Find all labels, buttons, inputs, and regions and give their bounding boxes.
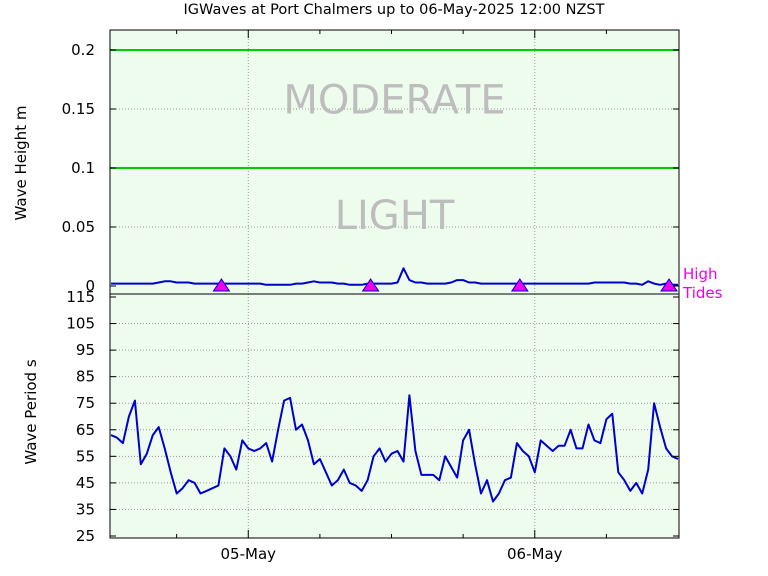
period-y-tick-label: 65 <box>76 421 95 439</box>
height-y-tick-label: 0.2 <box>71 41 95 59</box>
period-y-tick-label: 55 <box>76 447 95 465</box>
x-axis: 05-May 06-May <box>176 30 607 563</box>
high-tide-marker <box>212 278 231 292</box>
y-axis-height: 0 0.05 0.1 0.15 0.2 <box>62 41 679 295</box>
period-y-tick-label: 45 <box>76 474 95 492</box>
threshold-lines <box>110 49 679 169</box>
high-tide-markers <box>212 278 678 292</box>
chart-title: IGWaves at Port Chalmers up to 06-May-20… <box>184 2 605 18</box>
period-y-tick-label: 35 <box>76 500 95 518</box>
high-tide-marker <box>660 278 678 292</box>
zone-label-moderate: MODERATE <box>283 78 505 124</box>
y-axis-label-height: Wave Height m <box>12 106 30 221</box>
high-tides-label-line2: Tides <box>682 284 723 302</box>
height-y-tick-label: 0.1 <box>71 159 95 177</box>
height-y-tick-label: 0.05 <box>62 218 95 236</box>
plot-frame <box>109 29 680 539</box>
high-tides-label-line1: High <box>683 265 717 283</box>
height-y-tick-label: 0.15 <box>62 100 95 118</box>
wave-period-line <box>110 394 679 503</box>
wave-height-line <box>111 267 678 286</box>
high-tide-marker <box>510 278 529 292</box>
period-y-tick-label: 95 <box>76 341 95 359</box>
y-axis-period: 25 35 45 55 65 75 85 95 105 115 <box>66 288 679 545</box>
height-series <box>111 267 678 286</box>
period-y-tick-label: 105 <box>66 315 95 333</box>
period-y-tick-label: 85 <box>76 368 95 386</box>
zone-labels: LIGHT MODERATE <box>283 78 505 240</box>
high-tide-marker <box>361 278 380 292</box>
x-tick-label: 05-May <box>221 545 277 563</box>
period-y-tick-label: 75 <box>76 394 95 412</box>
grid-lines <box>110 30 679 538</box>
period-y-tick-label: 115 <box>66 288 95 306</box>
period-y-tick-label: 25 <box>76 527 95 545</box>
period-series <box>110 394 679 503</box>
y-axis-label-period: Wave Period s <box>22 359 40 464</box>
x-tick-label: 06-May <box>507 545 563 563</box>
zone-label-light: LIGHT <box>335 193 455 239</box>
height-y-tick-label: 0 <box>85 277 95 295</box>
